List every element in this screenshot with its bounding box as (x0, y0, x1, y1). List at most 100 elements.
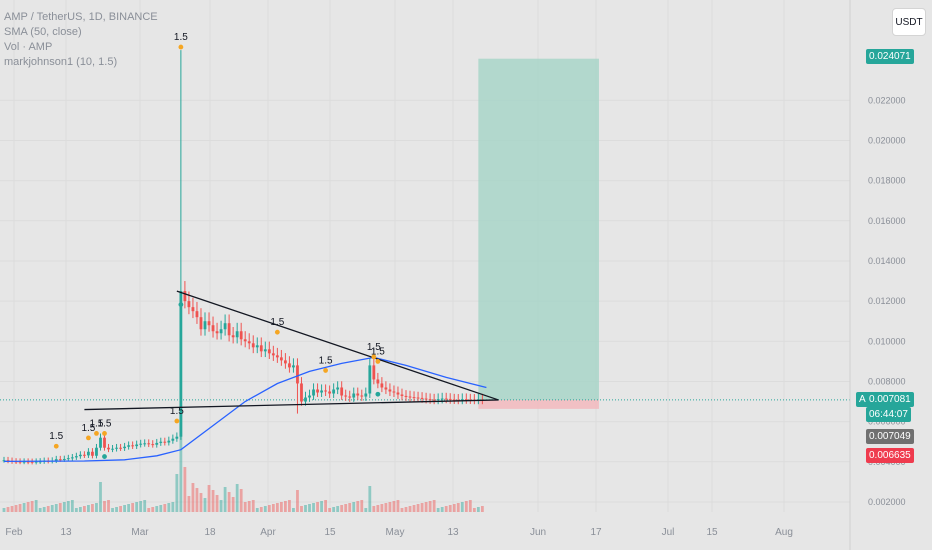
volume-bar (275, 503, 279, 512)
candle-body (424, 398, 428, 400)
candle-body (207, 321, 211, 326)
volume-bar (416, 504, 420, 512)
volume-bar (352, 502, 356, 512)
candle-body (179, 291, 183, 437)
legend-symbol[interactable]: AMP / TetherUS, 1D, BINANCE (4, 11, 158, 23)
y-tick-label: 0.020000 (868, 135, 906, 145)
signal-dot (102, 431, 107, 436)
volume-bar (332, 507, 336, 512)
volume-bar (83, 506, 86, 512)
candle-body (392, 391, 396, 393)
volume-bar (50, 505, 54, 512)
candle-body (235, 331, 239, 338)
candle-body (195, 311, 199, 318)
candle-body (127, 445, 131, 447)
volume-bar (171, 502, 175, 512)
candle-body (135, 444, 139, 447)
volume-bar (396, 500, 400, 512)
signal-dot (178, 44, 184, 50)
candle-body (300, 383, 303, 402)
volume-bar (231, 497, 235, 512)
time-axis[interactable]: Feb 13 Mar 18 Apr 15 May 13 Jun 17 Jul 15 Aug (5, 527, 793, 538)
volume-bar (107, 500, 110, 512)
candle-body (436, 399, 440, 401)
candle-body (54, 459, 58, 461)
candle-body (400, 394, 404, 396)
signal-dot (375, 359, 381, 364)
volume-bar (87, 505, 90, 512)
currency-button[interactable]: USDT (892, 8, 926, 36)
volume-bar (131, 503, 135, 512)
candle-body (416, 397, 420, 399)
legend-indicator[interactable]: markjohnson1 (10, 1.5) (4, 56, 118, 68)
y-tick-label: 0.008000 (868, 376, 906, 386)
volume-bar (34, 500, 38, 512)
candle-body (38, 461, 42, 463)
volume-bar (480, 506, 484, 512)
candle-body (87, 451, 90, 456)
volume-bar (292, 508, 295, 512)
candle-body (356, 393, 360, 396)
grid (0, 0, 850, 512)
volume-bar (22, 503, 26, 512)
volume-bar (348, 503, 352, 512)
y-tick-label: 0.016000 (868, 216, 906, 226)
candle-body (227, 323, 231, 336)
legend-sma[interactable]: SMA (50, close) (4, 26, 82, 38)
legend-volume[interactable]: Vol · AMP (4, 41, 53, 53)
volume-bar (207, 485, 211, 512)
trendline (176, 290, 499, 401)
signal-label: 1.5 (81, 423, 95, 434)
sma-path (3, 356, 487, 463)
signal-dot (86, 435, 91, 441)
candle-body (396, 392, 400, 395)
volume-bar (58, 503, 62, 512)
volume-bar (167, 503, 171, 512)
candle-body (352, 393, 356, 398)
signal-markers: 1.51.51.51.51.51.51.51.51.51.5 (49, 32, 385, 459)
y-tick-label: 0.002000 (868, 497, 906, 507)
candle-body (284, 360, 287, 364)
volume-bar (26, 502, 30, 512)
x-tick-label: Mar (131, 527, 149, 538)
volume-bar (247, 501, 251, 512)
volume-bar (344, 504, 348, 512)
x-tick-label: 13 (447, 527, 459, 538)
candle-body (231, 335, 235, 338)
candle-body (30, 461, 34, 463)
price-axis[interactable]: 0.0020000.0040000.0060000.0080000.010000… (849, 0, 906, 550)
volume-bar (404, 507, 408, 512)
candle-body (22, 461, 26, 463)
volume-bar (263, 506, 267, 512)
volume-bar (18, 504, 22, 512)
candle-body (155, 442, 159, 445)
candle-body (320, 390, 323, 393)
volume-bar (203, 498, 207, 512)
volume-bar (163, 504, 167, 512)
candle-body (91, 451, 94, 456)
candle-body (211, 325, 215, 332)
volume-bar (155, 506, 159, 512)
x-tick-label: 15 (706, 527, 718, 538)
candle-body (159, 441, 163, 443)
volume-bar (38, 508, 42, 512)
buy-dot (375, 391, 381, 397)
candle-body (183, 291, 187, 302)
buy-dot (178, 302, 184, 308)
candle-body (308, 395, 311, 398)
volume-bar (219, 500, 223, 512)
y-tick-label: 0.014000 (868, 256, 906, 266)
candle-body (388, 389, 392, 392)
volume-bar (304, 505, 307, 512)
candle-body (376, 379, 380, 384)
candle-body (364, 393, 368, 397)
volume-bar (468, 500, 472, 512)
signal-label: 1.5 (367, 342, 381, 353)
candle-body (304, 397, 307, 402)
volume-bar (78, 507, 82, 512)
candle-body (123, 446, 126, 449)
volume-bar (312, 503, 315, 512)
volume-bar (91, 504, 94, 512)
